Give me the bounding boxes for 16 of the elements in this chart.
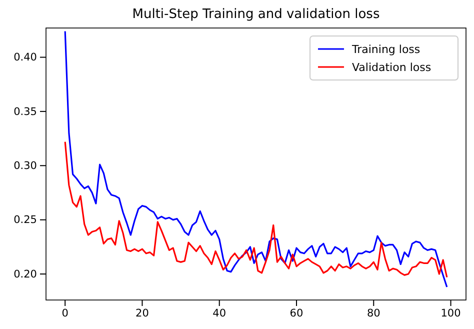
line-series (64, 140, 448, 278)
x-tick-label: 80 (366, 307, 380, 320)
y-tick-label: 0.40 (14, 52, 37, 64)
y-tick-label: 0.30 (14, 160, 37, 172)
x-tick-label: 0 (62, 307, 68, 320)
line-series (64, 30, 448, 288)
chart-title: Multi-Step Training and validation loss (132, 7, 380, 22)
y-tick-label: 0.25 (14, 214, 37, 226)
legend-label: Training loss (351, 43, 420, 56)
x-tick-label: 60 (290, 307, 304, 320)
x-tick-label: 20 (136, 307, 149, 320)
x-tick-label: 40 (212, 307, 226, 320)
y-tick-label: 0.20 (14, 268, 37, 280)
x-tick-label: 100 (440, 307, 461, 320)
legend-label: Validation loss (352, 61, 432, 74)
y-tick-label: 0.35 (14, 106, 37, 118)
